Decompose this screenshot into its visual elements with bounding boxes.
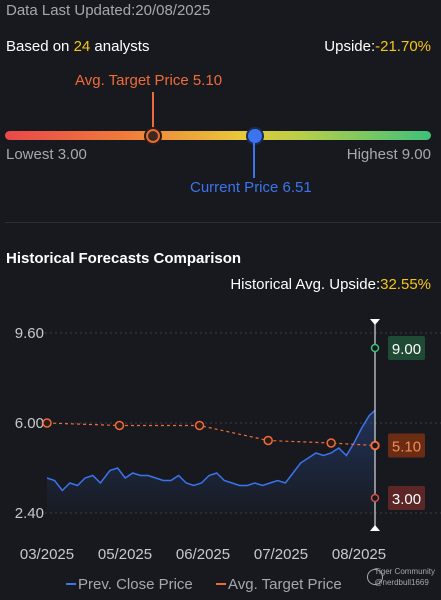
y-tick-label: 2.40 (15, 505, 44, 522)
forecast-high-badge (388, 336, 425, 360)
watermark-user: @nerdbull1669 (374, 578, 429, 587)
current-price-pointer (253, 143, 255, 178)
upside-label: Upside: (324, 38, 376, 55)
forecast-low-point (370, 493, 380, 503)
forecast-bottom-arrow-icon (370, 525, 380, 531)
x-tick-label: 07/2025 (254, 546, 308, 563)
upside-value: -21.70% (375, 38, 431, 55)
forecast-high-point (370, 343, 380, 353)
x-tick-label: 05/2025 (98, 546, 152, 563)
price-range-bar (5, 131, 431, 140)
y-tick-label: 6.00 (15, 415, 44, 432)
forecast-avg-value: 5.10 (392, 439, 421, 456)
last-updated: Data Last Updated:20/08/2025 (6, 2, 210, 19)
y-tick-label: 9.60 (15, 325, 44, 342)
historical-upside-value: 32.55% (380, 276, 431, 293)
analysts-prefix: Based on (6, 38, 74, 55)
x-tick-label: 08/2025 (332, 546, 386, 563)
updated-label: Data Last Updated: (6, 2, 136, 19)
target-point (114, 420, 125, 431)
section-divider (5, 222, 441, 223)
forecast-top-arrow-icon (370, 319, 380, 325)
forecast-range: 9.00 5.10 3.00 (370, 319, 425, 531)
forecast-low-value: 3.00 (392, 491, 421, 508)
legend-target-label: Avg. Target Price (228, 576, 342, 593)
avg-target-pointer (152, 92, 154, 132)
section-title: Historical Forecasts Comparison (6, 250, 242, 267)
updated-date: 20/08/2025 (135, 2, 211, 19)
x-tick-label: 06/2025 (176, 546, 230, 563)
analysts-suffix: analysts (90, 38, 150, 55)
watermark-brand: Tiger Community (374, 567, 435, 576)
y-axis: 9.60 6.00 2.40 (15, 325, 44, 522)
target-point (42, 418, 52, 428)
analyst-count: Based on 24 analysts (6, 38, 149, 55)
avg-target-points (42, 418, 380, 451)
tiger-logo-icon (367, 569, 383, 585)
upside: Upside:-21.70% (324, 38, 431, 55)
x-axis: 03/2025 05/2025 06/2025 07/2025 08/2025 (20, 546, 386, 563)
highest-label: Highest 9.00 (346, 146, 431, 163)
target-point (326, 438, 336, 448)
watermark: Tiger Community @nerdbull1669 (374, 566, 435, 588)
forecast-low-badge (388, 486, 425, 510)
historical-upside-label: Historical Avg. Upside: (230, 276, 381, 293)
target-point (263, 435, 273, 446)
lowest-label: Lowest 3.00 (6, 146, 87, 163)
x-tick-label: 03/2025 (20, 546, 74, 563)
forecast-chart: 9.60 6.00 2.40 03/2025 05/2025 06/2025 07/202… (15, 319, 441, 593)
analysts-number: 24 (73, 38, 91, 55)
target-point (194, 420, 205, 431)
current-price-label: Current Price 6.51 (190, 179, 312, 196)
close-price-line (46, 409, 376, 492)
avg-target-line (46, 422, 376, 447)
historical-upside: Historical Avg. Upside:32.55% (230, 276, 431, 293)
forecast-avg-badge (388, 433, 425, 458)
current-price-marker (246, 127, 264, 145)
avg-target-marker (144, 127, 162, 145)
avg-target-label: Avg. Target Price 5.10 (75, 72, 223, 89)
chart-legend: Prev. Close Price Avg. Target Price (66, 576, 342, 593)
close-price-area (47, 410, 375, 513)
legend-close-label: Prev. Close Price (78, 576, 193, 593)
forecast-high-value: 9.00 (392, 341, 421, 358)
forecast-avg-point (370, 441, 380, 450)
